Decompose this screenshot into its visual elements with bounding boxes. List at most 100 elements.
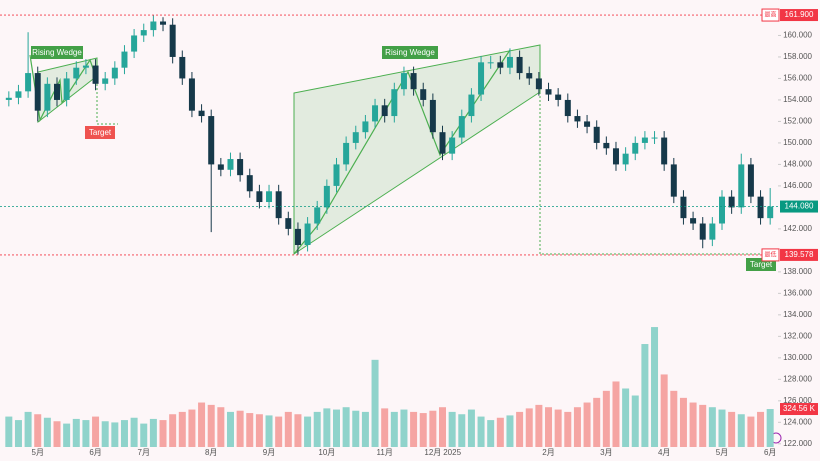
candle-body: [632, 142, 639, 154]
y-tick-label: 136.000: [783, 288, 812, 297]
candle-body: [266, 191, 273, 203]
volume-bar: [101, 421, 109, 447]
label-box: [85, 126, 115, 139]
volume-bar: [342, 407, 350, 447]
candle-body: [102, 78, 109, 84]
x-tick-label: 5月: [32, 448, 44, 457]
y-tick-label: 146.000: [783, 181, 812, 190]
volume-bar: [747, 416, 755, 447]
candle-body: [54, 83, 61, 100]
y-tick-label: 158.000: [783, 52, 812, 61]
volume-bar: [737, 414, 745, 447]
volume-bar: [612, 381, 620, 447]
price-tag: 最低: [764, 250, 776, 258]
candle-body: [150, 21, 157, 31]
volume-bar: [516, 411, 524, 447]
volume-bar: [487, 420, 495, 447]
candle-body: [73, 67, 80, 79]
candle-body: [420, 89, 427, 100]
volume-bar: [352, 410, 360, 447]
candle-body: [131, 35, 138, 52]
candle-body: [169, 24, 176, 57]
candle-body: [111, 67, 118, 79]
candle-body: [641, 137, 648, 143]
x-tick-label: 8月: [205, 448, 217, 457]
x-tick-label: 6月: [89, 448, 101, 457]
volume-bar: [207, 404, 215, 447]
candle-body: [343, 142, 350, 165]
volume-bar: [564, 411, 572, 447]
candle-body: [526, 73, 533, 79]
candle-body: [709, 223, 716, 240]
x-tick-label: 2025: [443, 448, 461, 457]
volume-bar: [390, 411, 398, 447]
annotation: Rising Wedge: [32, 48, 82, 57]
target-line: [539, 92, 775, 255]
volume-bar: [660, 374, 668, 447]
candle-body: [34, 73, 41, 111]
x-tick-label: 2月: [542, 448, 554, 457]
candle-body: [670, 164, 677, 197]
candle-body: [468, 94, 475, 117]
volume-bar: [371, 359, 379, 447]
volume-bar: [313, 411, 321, 447]
candle-body: [246, 175, 253, 192]
candle-body: [314, 207, 321, 224]
volume-bar: [217, 407, 225, 447]
price-label: 161.900: [785, 10, 814, 19]
candle-body: [574, 116, 581, 122]
volume-bar: [467, 409, 475, 447]
candle-body: [497, 62, 504, 68]
candle-body: [237, 159, 244, 176]
candle-body: [362, 121, 369, 133]
x-tick-label: 3月: [600, 448, 612, 457]
volume-bar: [236, 410, 244, 447]
candle-body: [622, 153, 629, 165]
candle-body: [661, 137, 668, 165]
volume-bar: [439, 407, 447, 447]
candle-body: [612, 148, 619, 165]
volume-bar: [323, 408, 331, 447]
y-tick-label: 138.000: [783, 267, 812, 276]
candle-body: [699, 223, 706, 240]
volume-bar: [63, 423, 71, 447]
candle-body: [391, 89, 398, 117]
volume-bar: [400, 409, 408, 447]
candle-body: [44, 83, 51, 111]
volume-bar: [535, 404, 543, 447]
volume-bar: [255, 414, 263, 447]
volume-bar: [14, 420, 22, 447]
volume-bar: [361, 411, 369, 447]
volume-bar: [622, 388, 630, 447]
price-box: [780, 248, 818, 261]
candle-body: [718, 196, 725, 224]
y-tick-label: 122.000: [783, 439, 812, 448]
y-tick-label: 124.000: [783, 417, 812, 426]
candle-body: [738, 164, 745, 208]
volume-bar: [593, 397, 601, 447]
volume-bar: [226, 411, 234, 447]
candle-body: [545, 89, 552, 95]
candle-body: [275, 191, 282, 219]
volume-label: 324.56 K: [783, 404, 816, 413]
candle-body: [217, 164, 224, 170]
y-tick-label: 132.000: [783, 331, 812, 340]
volume-bar: [689, 402, 697, 447]
candle-body: [747, 164, 754, 197]
x-tick-label: 7月: [138, 448, 150, 457]
volume-bar: [631, 395, 639, 447]
candle-body: [140, 30, 147, 36]
volume-bar: [573, 407, 581, 447]
volume-bar: [757, 411, 765, 447]
annotation: Rising Wedge: [385, 48, 435, 57]
candle-body: [458, 116, 465, 138]
volume-bar: [140, 423, 148, 447]
candle-body: [160, 21, 167, 25]
x-tick-label: 5月: [716, 448, 728, 457]
volume-bar: [92, 416, 100, 447]
candle-body: [728, 196, 735, 208]
volume-bar: [265, 415, 273, 447]
volume-bar: [651, 327, 659, 447]
x-tick-label: 10月: [318, 448, 335, 457]
